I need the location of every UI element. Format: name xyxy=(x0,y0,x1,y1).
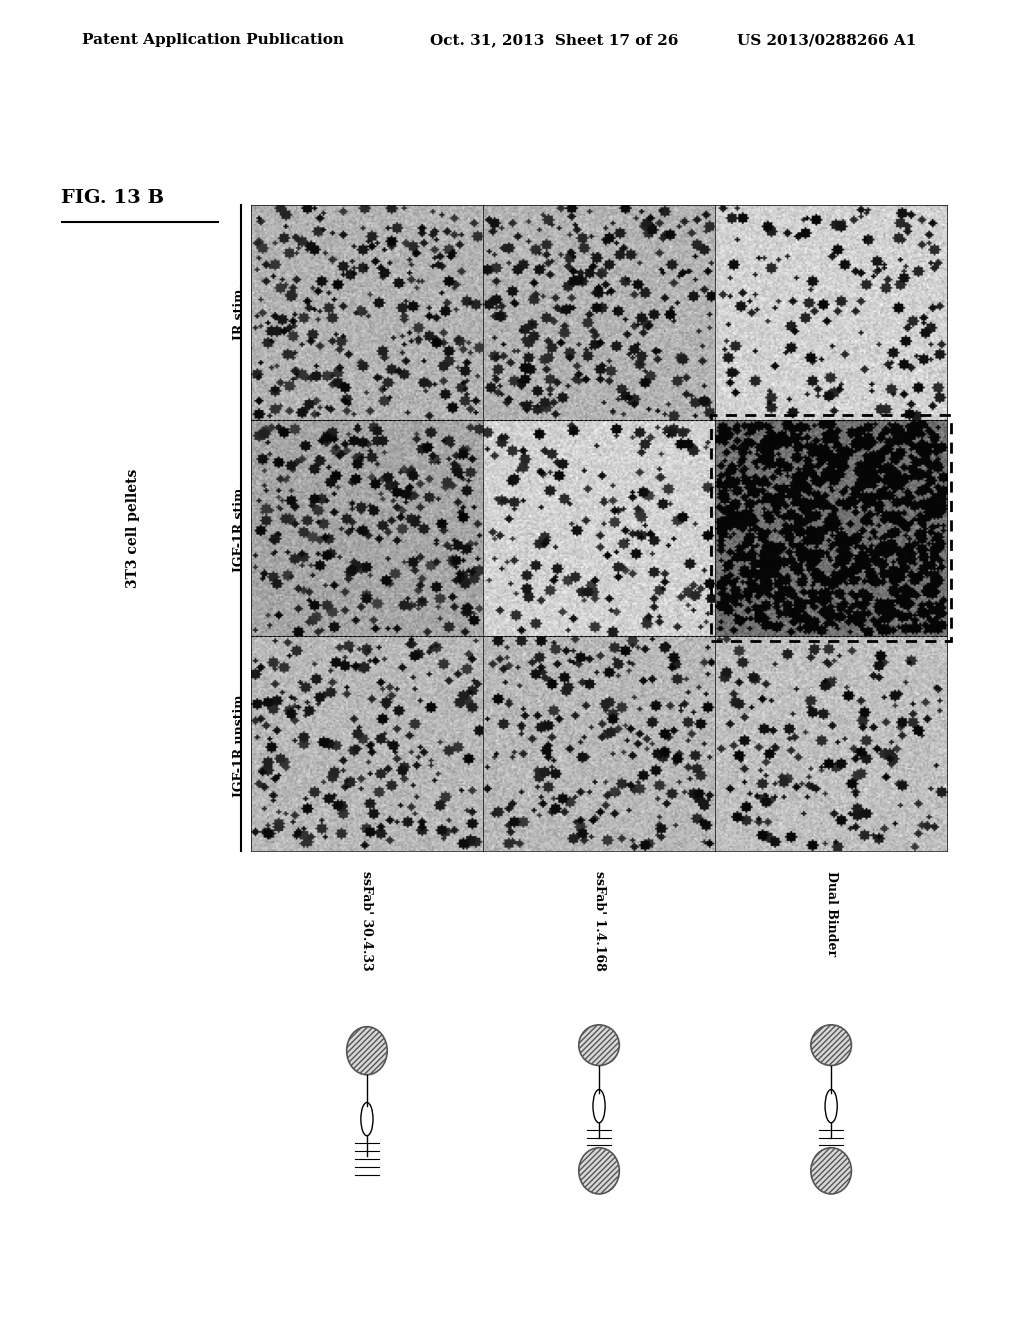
Text: ssFab' 1.4.168: ssFab' 1.4.168 xyxy=(593,871,605,972)
Ellipse shape xyxy=(579,1148,620,1195)
Text: US 2013/0288266 A1: US 2013/0288266 A1 xyxy=(737,33,916,48)
Text: Dual Binder: Dual Binder xyxy=(824,871,838,956)
Ellipse shape xyxy=(579,1024,620,1065)
Ellipse shape xyxy=(811,1024,851,1065)
Text: Oct. 31, 2013  Sheet 17 of 26: Oct. 31, 2013 Sheet 17 of 26 xyxy=(430,33,679,48)
Ellipse shape xyxy=(347,1027,387,1074)
Text: 3T3 cell pellets: 3T3 cell pellets xyxy=(126,469,140,587)
Text: ssFab' 30.4.33: ssFab' 30.4.33 xyxy=(360,871,374,970)
Text: IGF-1R unstim.: IGF-1R unstim. xyxy=(232,690,246,797)
Text: FIG. 13 B: FIG. 13 B xyxy=(61,189,165,207)
Text: Patent Application Publication: Patent Application Publication xyxy=(82,33,344,48)
Ellipse shape xyxy=(811,1148,851,1195)
Text: IR stim.: IR stim. xyxy=(232,285,246,341)
Text: IGF-1R stim.: IGF-1R stim. xyxy=(232,483,246,573)
